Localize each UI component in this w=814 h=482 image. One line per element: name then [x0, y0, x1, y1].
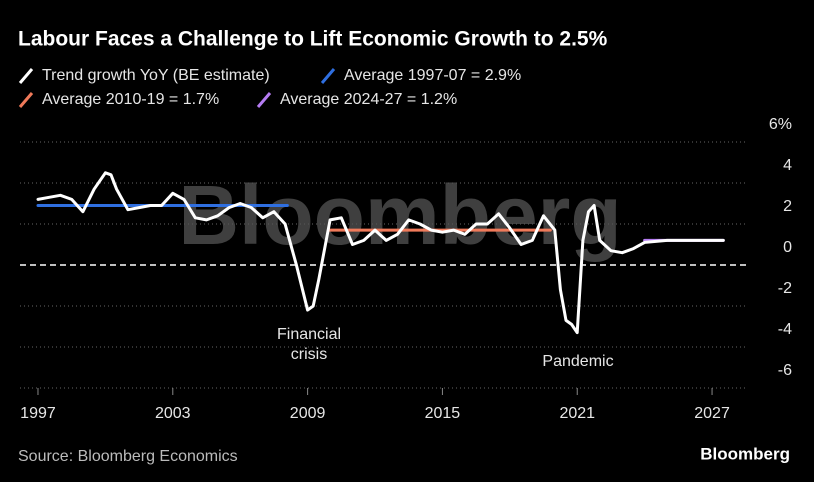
- annotation: Pandemic: [542, 353, 613, 370]
- series-line: [36, 171, 725, 335]
- y-tick-label: 2: [783, 198, 792, 215]
- source: Source: Bloomberg Economics: [18, 448, 238, 465]
- logo: Bloomberg: [700, 444, 790, 463]
- y-tick-label: -6: [778, 362, 792, 379]
- annotation: crisis: [291, 346, 327, 363]
- chart-title: Labour Faces a Challenge to Lift Economi…: [18, 28, 608, 51]
- legend-label: Trend growth YoY (BE estimate): [42, 67, 270, 84]
- y-tick-label: 0: [783, 239, 792, 256]
- legend-label: Average 1997-07 = 2.9%: [344, 67, 521, 84]
- x-tick-label: 2003: [155, 405, 191, 422]
- x-tick-label: 2015: [425, 405, 461, 422]
- y-tick-label: -2: [778, 280, 792, 297]
- legend-label: Average 2010-19 = 1.7%: [42, 91, 219, 108]
- watermark: Bloomberg: [178, 168, 621, 262]
- annotation: Financial: [277, 326, 341, 343]
- x-tick-label: 2021: [559, 405, 595, 422]
- legend-swatch: [18, 68, 34, 84]
- x-tick-label: 1997: [20, 405, 56, 422]
- x-tick-label: 2027: [694, 405, 730, 422]
- x-tick-label: 2009: [290, 405, 326, 422]
- legend-swatch: [18, 92, 34, 108]
- legend-label: Average 2024-27 = 1.2%: [280, 91, 457, 108]
- legend-swatch: [320, 68, 336, 84]
- y-tick-label: -4: [778, 321, 792, 338]
- y-tick-label: 4: [783, 157, 792, 174]
- y-tick-label: 6%: [769, 116, 792, 133]
- legend-swatch: [256, 92, 272, 108]
